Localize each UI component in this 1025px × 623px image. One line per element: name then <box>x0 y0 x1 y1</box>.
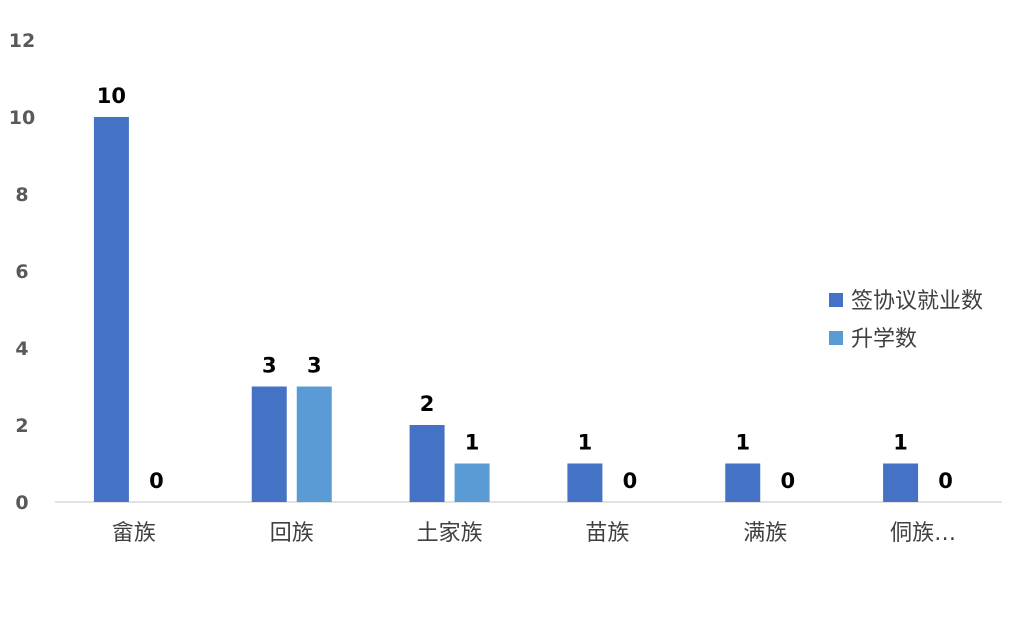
y-tick-label: 0 <box>15 492 28 514</box>
bar-value-label: 1 <box>578 431 593 455</box>
bar-further-study <box>296 386 332 502</box>
y-tick-label: 6 <box>15 261 28 283</box>
bar-value-label: 0 <box>938 469 953 493</box>
legend-label-signed-employment: 签协议就业数 <box>851 289 983 314</box>
bar-value-label: 2 <box>420 392 435 416</box>
bar-value-label: 1 <box>735 431 750 455</box>
bar-value-label: 1 <box>893 431 908 455</box>
bar-value-label: 0 <box>623 469 638 493</box>
y-tick-label: 2 <box>15 415 28 437</box>
bar-signed-employment <box>725 463 761 502</box>
legend: 签协议就业数 升学数 <box>829 289 983 352</box>
x-category-label: 畲族 <box>112 521 156 546</box>
x-category-label: 侗族… <box>890 521 956 546</box>
bar-value-label: 0 <box>149 469 164 493</box>
bar-signed-employment <box>93 117 129 502</box>
x-category-label: 回族 <box>270 521 314 546</box>
x-category-label: 苗族 <box>585 521 629 546</box>
bar-signed-employment <box>409 425 445 502</box>
bar-value-label: 0 <box>780 469 795 493</box>
bar-value-label: 1 <box>465 431 480 455</box>
bar-value-label: 3 <box>307 354 322 378</box>
y-tick-label: 8 <box>15 184 28 206</box>
bar-further-study <box>454 463 490 502</box>
y-tick-label: 12 <box>9 30 35 52</box>
x-category-label: 土家族 <box>417 521 483 546</box>
y-tick-label: 4 <box>15 338 28 360</box>
y-axis-ticks: 0 2 4 6 8 10 12 <box>9 30 35 514</box>
legend-swatch-further-study <box>829 331 843 345</box>
bar-signed-employment <box>883 463 919 502</box>
x-category-label: 满族 <box>743 521 787 546</box>
bar-signed-employment <box>567 463 603 502</box>
legend-swatch-signed-employment <box>829 293 843 307</box>
bar-value-label: 3 <box>262 354 277 378</box>
bar-signed-employment <box>251 386 287 502</box>
y-tick-label: 10 <box>9 107 35 129</box>
bars-group <box>93 117 919 502</box>
legend-label-further-study: 升学数 <box>851 327 917 352</box>
x-axis-categories: 畲族 回族 土家族 苗族 满族 侗族… <box>112 521 956 546</box>
bar-value-label: 10 <box>97 84 126 108</box>
